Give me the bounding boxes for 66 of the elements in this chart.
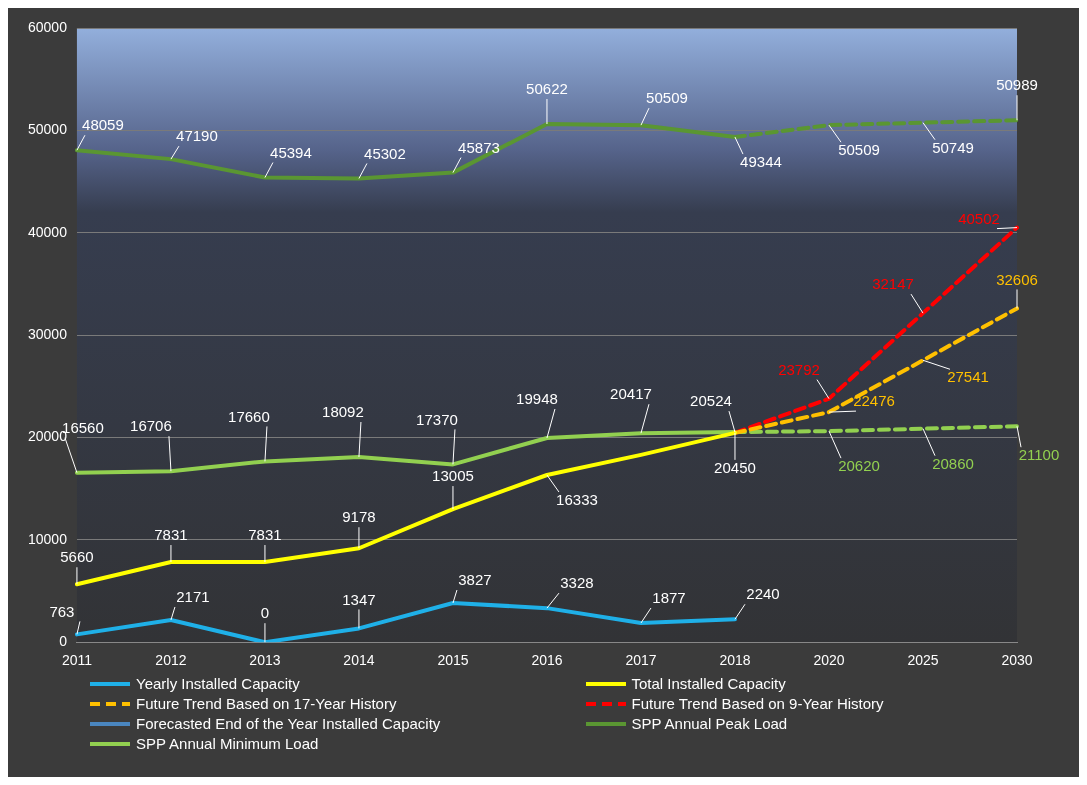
data-label: 5660 (60, 548, 94, 566)
data-label: 18092 (322, 403, 364, 421)
x-tick-label: 2013 (249, 652, 281, 669)
data-label: 20620 (838, 457, 880, 475)
data-label: 16333 (556, 491, 598, 509)
data-label: 16706 (130, 417, 172, 435)
data-label: 21100 (1018, 446, 1060, 464)
data-label: 27541 (947, 368, 989, 386)
legend-label: SPP Annual Minimum Load (136, 735, 319, 752)
data-label: 45394 (270, 143, 312, 161)
x-tick-label: 2018 (719, 652, 751, 669)
legend-label: SPP Annual Peak Load (631, 715, 788, 732)
x-tick-label: 2016 (531, 652, 563, 669)
x-tick-label: 2020 (813, 652, 845, 669)
data-label: 50622 (526, 80, 568, 98)
data-label: 0 (260, 604, 270, 622)
data-label: 2240 (746, 585, 780, 603)
x-tick-label: 2011 (61, 652, 93, 669)
x-tick-label: 2014 (343, 652, 375, 669)
data-label: 7831 (248, 526, 282, 544)
data-label: 23792 (778, 360, 820, 378)
data-label: 50749 (932, 138, 974, 156)
x-tick-label: 2030 (1001, 652, 1033, 669)
data-label: 22476 (853, 392, 895, 410)
x-tick-label: 2015 (437, 652, 469, 669)
legend-label: Future Trend Based on 17-Year History (136, 695, 397, 712)
data-label: 48059 (82, 116, 124, 134)
data-label: 7831 (154, 526, 188, 544)
data-label: 19948 (516, 390, 558, 408)
data-label: 17370 (416, 410, 458, 428)
legend-label: Forecasted End of the Year Installed Capacity (136, 715, 441, 732)
data-label: 50989 (996, 76, 1038, 94)
data-label: 20524 (690, 392, 732, 410)
data-label: 45302 (364, 144, 406, 162)
y-tick-label: 0 (59, 633, 68, 650)
data-label: 3827 (458, 571, 492, 589)
data-label: 32147 (872, 275, 914, 293)
data-label: 17660 (228, 407, 270, 425)
data-label: 45873 (458, 138, 500, 156)
data-label: 32606 (996, 270, 1038, 288)
data-label: 3328 (560, 574, 594, 592)
data-label: 1877 (652, 589, 686, 607)
legend-label: Future Trend Based on 9-Year History (631, 695, 884, 712)
x-tick-label: 2017 (625, 652, 657, 669)
data-label: 50509 (838, 141, 880, 159)
data-label: 20417 (610, 385, 652, 403)
y-tick-label: 10000 (27, 530, 68, 547)
y-tick-label: 50000 (27, 121, 68, 138)
y-tick-label: 40000 (27, 223, 68, 240)
legend-label: Yearly Installed Capacity (136, 675, 300, 692)
y-tick-label: 30000 (27, 325, 68, 342)
data-label: 13005 (432, 467, 474, 485)
data-label: 9178 (342, 508, 376, 526)
data-label: 20450 (714, 459, 756, 476)
legend-label: Total Installed Capacity (631, 675, 786, 692)
data-label: 2171 (176, 588, 210, 606)
x-tick-label: 2012 (155, 652, 187, 669)
x-tick-label: 2025 (907, 652, 939, 669)
data-label: 50509 (646, 89, 688, 107)
data-label: 763 (49, 602, 75, 620)
data-label: 47190 (176, 127, 218, 145)
data-label: 40502 (958, 209, 1000, 227)
data-label: 20860 (932, 454, 974, 472)
y-tick-label: 60000 (27, 18, 68, 35)
data-label: 1347 (342, 590, 376, 608)
data-label: 49344 (740, 153, 782, 171)
